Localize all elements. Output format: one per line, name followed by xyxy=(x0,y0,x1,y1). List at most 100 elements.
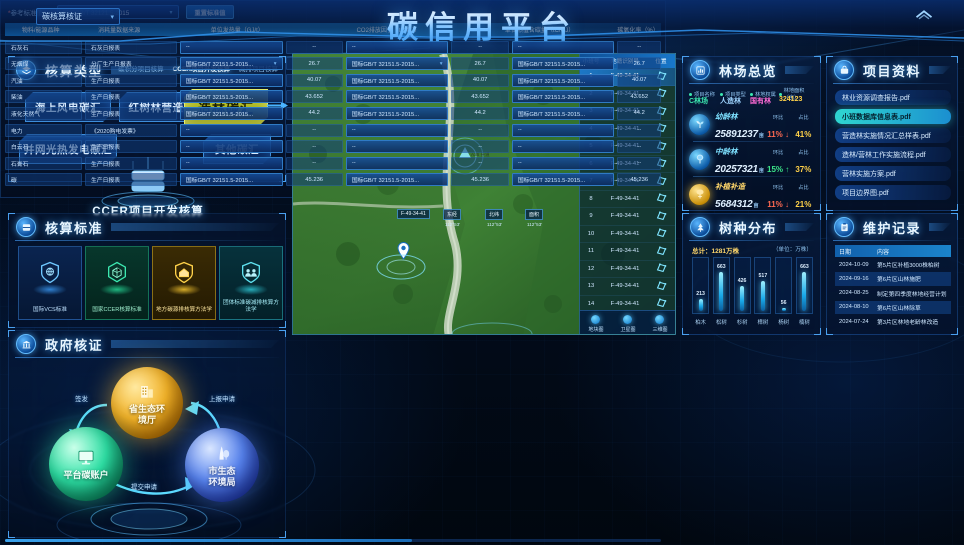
standard-card-vcs[interactable]: 国际VCS标准 xyxy=(18,246,82,320)
document-item[interactable]: 项目边界图.pdf xyxy=(835,185,951,200)
map-view-3d[interactable]: 三维图 xyxy=(652,314,668,333)
gov-node-platform[interactable]: 平台碳账户 xyxy=(49,427,123,501)
cell-co2-standard[interactable]: 国标GB/T 32151.5-2015... xyxy=(345,90,449,104)
map-row-cadastral-id: F-49-34-41 xyxy=(610,195,640,202)
document-item[interactable]: 营造林实施情况汇总样表.pdf xyxy=(835,128,951,143)
map-row-location[interactable] xyxy=(648,227,674,240)
cell-oxidation-rate: 45.236 xyxy=(617,173,661,187)
cell-co2-standard[interactable]: 国标GB/T 32151.5-2015... xyxy=(345,173,449,187)
maintenance-row[interactable]: 2024-08-25 制定第四季度林地经营计划 xyxy=(835,286,951,300)
table-row[interactable]: 液化天然气 生产日报表 国标GB/T 32151.5-2015... 44.2 国标GB… xyxy=(5,105,661,121)
cell-carbon-standard[interactable]: -- xyxy=(511,140,615,154)
cell-co2-standard[interactable]: -- xyxy=(345,140,449,154)
maintenance-row[interactable]: 2024-09-16 第6片区山林施肥 xyxy=(835,272,951,286)
tree-bar-column[interactable]: 56 xyxy=(775,257,793,314)
cell-co2-standard[interactable]: -- xyxy=(345,123,449,137)
standard-card-ccer[interactable]: 国家CCER核算标准 xyxy=(85,246,149,320)
cell-heat-standard[interactable]: 国标GB/T 32151.5-2015... xyxy=(179,90,283,104)
table-row[interactable]: 无烟煤 分厂生产日报表 国标GB/T 32151.5-2015... ▾ 26.7 国标G… xyxy=(5,56,661,72)
cell-co2-value: -- xyxy=(451,140,509,154)
table-row[interactable]: 白云石 生产日报表 -- -- -- -- -- -- xyxy=(5,139,661,155)
map-list-row[interactable]: 9 F-49-34-41 xyxy=(580,208,675,226)
tree-axis-label: 柏木 xyxy=(695,320,706,326)
map-row-location[interactable] xyxy=(648,192,674,205)
standard-card-group-method[interactable]: 团体标准碳减排核算方法学 xyxy=(219,246,283,320)
scrollbar-thumb[interactable] xyxy=(5,539,412,542)
map-list-row[interactable]: 8 F-49-34-41 xyxy=(580,191,675,208)
cell-heat-standard[interactable]: -- xyxy=(179,123,283,137)
farm-stat-row-young[interactable]: 幼龄林 25891237亩 环比 11% ↓ 占比 41% xyxy=(689,109,816,140)
cell-heat-standard[interactable]: 国标GB/T 32151.5-2015... ▾ xyxy=(179,57,283,71)
maintenance-row[interactable]: 2024-10-09 第5片区补植3000株柏树 xyxy=(835,258,951,272)
map-view-satellite[interactable]: 卫星图 xyxy=(620,314,636,333)
module-selector[interactable]: 碳核算核证 ▾ xyxy=(36,8,120,25)
horizontal-scrollbar[interactable] xyxy=(5,539,661,542)
project-documents-panel: 项目资料 林业资源调查报告.pdf 小班数据库信息表.pdf 营造林实施情况汇总样表… xyxy=(826,56,958,211)
cell-heat-standard[interactable]: -- xyxy=(179,156,283,170)
map-row-location[interactable] xyxy=(648,210,674,223)
cell-co2-standard[interactable]: 国标GB/T 32151.5-2015... ▾ xyxy=(345,57,449,71)
cell-co2-standard[interactable]: 国标GB/T 32151.5-2015... xyxy=(345,73,449,87)
map-list-row[interactable]: 11 F-49-34-41 xyxy=(580,243,675,261)
tree-bar-column[interactable]: 426 xyxy=(733,257,751,314)
cell-heat-standard[interactable]: 国标GB/T 32151.5-2015... xyxy=(179,173,283,187)
corner-mark xyxy=(279,321,286,328)
cell-carbon-standard[interactable]: 国标GB/T 32151.5-2015... xyxy=(511,57,615,71)
maintenance-row[interactable]: 2024-07-24 第3片区林地老龄林改造 xyxy=(835,315,951,329)
map-view-plot[interactable]: 地块图 xyxy=(588,314,604,333)
maintenance-row[interactable]: 2024-08-10 第6片区山林除草 xyxy=(835,300,951,315)
map-row-cadastral-id: F-49-34-41 xyxy=(610,213,640,220)
table-row[interactable]: 电力 《2020购电发票》 -- -- -- -- -- -- xyxy=(5,122,661,138)
cell-carbon-standard[interactable]: 国标GB/T 32151.5-2015... xyxy=(511,90,615,104)
cell-carbon-standard[interactable]: 国标GB/T 32151.5-2015... xyxy=(511,106,615,120)
tree-axis-label: 楠树 xyxy=(799,320,810,326)
gov-node-label-line2: 境厅 xyxy=(137,414,156,425)
farm-label-area: 林地面积（亩） xyxy=(779,87,816,101)
farm-stat-row-middle[interactable]: 中龄林 20257321亩 环比 15% ↑ 占比 37% xyxy=(689,144,816,175)
gov-node-city[interactable]: 市生态 环境局 xyxy=(185,428,259,502)
map-list-row[interactable]: 12 F-49-34-41 xyxy=(580,261,675,278)
corner-mark xyxy=(682,204,689,211)
cell-carbon-standard[interactable]: 国标GB/T 32151.5-2015... xyxy=(511,73,615,87)
cell-heat-standard[interactable]: 国标GB/T 32151.5-2015... xyxy=(179,73,283,87)
cell-carbon-standard[interactable]: 国标GB/T 32151.5-2015... xyxy=(511,173,615,187)
table-row[interactable]: 石膏石 生产日报表 -- -- -- -- -- -- xyxy=(5,155,661,171)
map-row-location[interactable] xyxy=(648,245,674,258)
document-item[interactable]: 小班数据库信息表.pdf xyxy=(835,109,951,124)
document-item[interactable]: 林业资源调查报告.pdf xyxy=(835,90,951,105)
tree-bar-column[interactable]: 663 xyxy=(712,257,730,314)
map-plot-tag[interactable]: F-49-34-41 xyxy=(397,209,430,219)
cell-co2-standard[interactable]: -- xyxy=(345,156,449,170)
tree-bar-column[interactable]: 213 xyxy=(692,257,710,314)
cell-carbon-standard[interactable]: -- xyxy=(511,156,615,170)
map-row-cadastral-id: F-49-34-41 xyxy=(610,265,640,272)
tree-bar-column[interactable]: 517 xyxy=(754,257,772,314)
cell-co2-standard[interactable]: 国标GB/T 32151.5-2015... xyxy=(345,106,449,120)
table-row[interactable]: 碳生产日报表 国标GB/T 32151.5-2015... 45.236 国标GB/T… xyxy=(5,172,661,188)
map-view-toggles: 地块图 卫星图 三维图 xyxy=(580,310,675,334)
standard-card-local-method[interactable]: 地方碳源排核算方法学 xyxy=(152,246,216,320)
table-row[interactable]: 汽油 生产日报表 国标GB/T 32151.5-2015... 40.07 国标GB/T… xyxy=(5,72,661,88)
cell-heat-standard[interactable]: -- xyxy=(179,140,283,154)
map-list-row[interactable]: 13 F-49-34-41 xyxy=(580,278,675,296)
header-separator xyxy=(15,357,279,358)
farm-value-area: 324123 xyxy=(779,96,803,103)
cell-oxidation-rate: 43.652 xyxy=(617,90,661,104)
maintenance-row-content: 第5片区补植3000株柏树 xyxy=(877,263,940,270)
map-row-location[interactable] xyxy=(648,280,674,293)
tree-bar-column[interactable]: 663 xyxy=(795,257,813,314)
cell-heat-standard[interactable]: 国标GB/T 32151.5-2015... xyxy=(179,106,283,120)
map-row-plot-no: 14 xyxy=(587,300,595,307)
home-icon[interactable] xyxy=(914,8,934,28)
document-item[interactable]: 造林/营林工作实施流程.pdf xyxy=(835,147,951,162)
map-row-location[interactable] xyxy=(648,262,674,275)
map-row-location[interactable] xyxy=(648,297,674,310)
leaf-tower-icon xyxy=(219,446,230,460)
table-row[interactable]: 柴油 生产日报表 国标GB/T 32151.5-2015... 43.652 国标GB/… xyxy=(5,89,661,105)
cell-oxidation-rate: 26.7 xyxy=(617,57,661,71)
cell-carbon-standard[interactable]: -- xyxy=(511,123,615,137)
map-list-row[interactable]: 10 F-49-34-41 xyxy=(580,226,675,243)
document-item[interactable]: 营林实施方案.pdf xyxy=(835,166,951,181)
gov-node-province[interactable]: 省生态环 境厅 xyxy=(111,367,183,439)
farm-stat-row-replant[interactable]: 补植补造 5684312亩 环比 11% ↓ 占比 21% xyxy=(689,179,816,210)
